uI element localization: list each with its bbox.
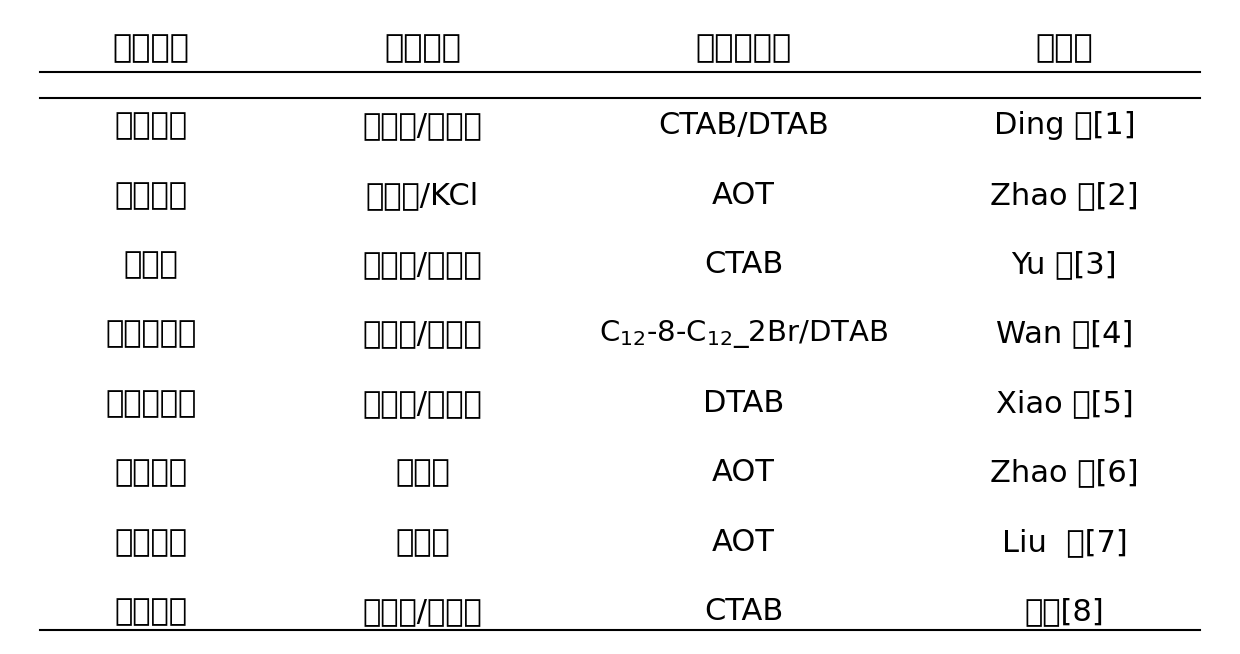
Text: AOT: AOT	[712, 458, 775, 487]
Text: 大豆蛋白: 大豆蛋白	[114, 181, 187, 210]
Text: 正己烷: 正己烷	[396, 458, 450, 487]
Text: 卵清蛋白: 卵清蛋白	[114, 111, 187, 141]
Text: 正辛烷/正己烷: 正辛烷/正己烷	[362, 389, 482, 418]
Text: Zhao 等[6]: Zhao 等[6]	[990, 458, 1138, 487]
Text: Wan 等[4]: Wan 等[4]	[996, 320, 1133, 349]
Text: 两亲性物质: 两亲性物质	[696, 33, 791, 63]
Text: Ding 等[1]: Ding 等[1]	[993, 111, 1135, 141]
Text: 溶剂体系: 溶剂体系	[384, 33, 461, 63]
Text: DTAB: DTAB	[703, 389, 784, 418]
Text: $\rm C_{12}$-8-$\rm C_{12}$_2Br/DTAB: $\rm C_{12}$-8-$\rm C_{12}$_2Br/DTAB	[599, 318, 888, 350]
Text: CTAB/DTAB: CTAB/DTAB	[658, 111, 828, 141]
Text: CTAB: CTAB	[704, 250, 784, 279]
Text: 异辛烷/KCl: 异辛烷/KCl	[366, 181, 479, 210]
Text: Liu  等[7]: Liu 等[7]	[1002, 528, 1127, 557]
Text: 正己烷: 正己烷	[396, 528, 450, 557]
Text: 牛血清蛋白: 牛血清蛋白	[105, 389, 196, 418]
Text: 研究者: 研究者	[1035, 33, 1094, 63]
Text: 增溶对象: 增溶对象	[113, 33, 190, 63]
Text: 正辛烷/正己烷: 正辛烷/正己烷	[362, 320, 482, 349]
Text: 大豆蛋白: 大豆蛋白	[114, 597, 187, 626]
Text: 正辛烷/正辛醇: 正辛烷/正辛醇	[362, 597, 482, 626]
Text: 正己烷/异己烷: 正己烷/异己烷	[362, 111, 482, 141]
Text: AOT: AOT	[712, 528, 775, 557]
Text: Zhao 等[2]: Zhao 等[2]	[990, 181, 1138, 210]
Text: 胰脂酶: 胰脂酶	[124, 250, 179, 279]
Text: 许等[8]: 许等[8]	[1024, 597, 1105, 626]
Text: AOT: AOT	[712, 181, 775, 210]
Text: Yu 等[3]: Yu 等[3]	[1012, 250, 1117, 279]
Text: 花生蛋白: 花生蛋白	[114, 458, 187, 487]
Text: CTAB: CTAB	[704, 597, 784, 626]
Text: 核桃蛋白: 核桃蛋白	[114, 528, 187, 557]
Text: Xiao 等[5]: Xiao 等[5]	[996, 389, 1133, 418]
Text: 萝蜜蛋白酶: 萝蜜蛋白酶	[105, 320, 196, 349]
Text: 正辛烷/正己烷: 正辛烷/正己烷	[362, 250, 482, 279]
